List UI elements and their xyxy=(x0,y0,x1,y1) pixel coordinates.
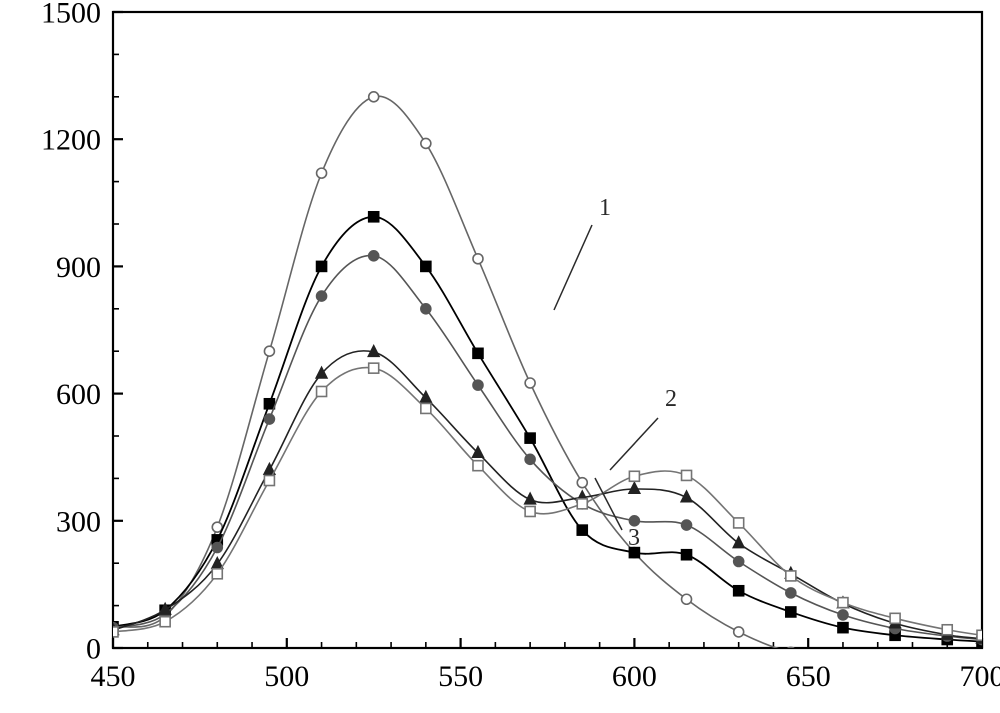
x-tick-label: 700 xyxy=(960,660,1000,693)
marker-square-open xyxy=(421,403,431,413)
marker-circle xyxy=(317,291,327,301)
y-tick-label: 0 xyxy=(86,633,101,666)
annotation-label-annot-3: 3 xyxy=(628,525,640,551)
chart-svg: 450500550600650700030060090012001500123 xyxy=(0,0,1000,713)
marker-square-open xyxy=(473,461,483,471)
marker-circle xyxy=(838,610,848,620)
marker-square xyxy=(682,550,692,560)
marker-square xyxy=(577,525,587,535)
marker-circle-open xyxy=(577,478,587,488)
x-tick-label: 600 xyxy=(612,660,657,693)
marker-square-open xyxy=(369,363,379,373)
marker-square xyxy=(264,399,274,409)
marker-square xyxy=(421,261,431,271)
marker-circle xyxy=(734,557,744,567)
y-tick-label: 900 xyxy=(56,251,101,284)
marker-square xyxy=(473,348,483,358)
marker-circle-open xyxy=(473,254,483,264)
marker-square xyxy=(525,433,535,443)
marker-circle-open xyxy=(369,92,379,102)
marker-square-open xyxy=(734,518,744,528)
y-tick-label: 1500 xyxy=(41,0,101,30)
marker-circle xyxy=(264,414,274,424)
annotation-label-annot-2: 2 xyxy=(665,386,677,412)
marker-circle xyxy=(421,304,431,314)
marker-square-open xyxy=(786,571,796,581)
marker-square xyxy=(317,261,327,271)
marker-square xyxy=(369,212,379,222)
annotation-label-annot-1: 1 xyxy=(599,195,611,221)
marker-square-open xyxy=(212,569,222,579)
marker-square xyxy=(838,623,848,633)
marker-circle-open xyxy=(264,346,274,356)
marker-square xyxy=(786,607,796,617)
y-tick-label: 300 xyxy=(56,505,101,538)
marker-circle xyxy=(473,380,483,390)
marker-square-open xyxy=(525,506,535,516)
marker-circle-open xyxy=(421,138,431,148)
spectrum-chart: 450500550600650700030060090012001500123 xyxy=(0,0,1000,713)
marker-circle-open xyxy=(734,627,744,637)
marker-square-open xyxy=(160,617,170,627)
marker-square-open xyxy=(317,386,327,396)
y-tick-label: 600 xyxy=(56,378,101,411)
marker-circle-open xyxy=(317,168,327,178)
x-tick-label: 550 xyxy=(438,660,483,693)
marker-circle xyxy=(369,251,379,261)
marker-circle xyxy=(212,543,222,553)
marker-square-open xyxy=(838,598,848,608)
marker-square xyxy=(734,586,744,596)
marker-circle xyxy=(525,454,535,464)
marker-square-open xyxy=(682,470,692,480)
x-tick-label: 650 xyxy=(786,660,831,693)
marker-circle-open xyxy=(525,378,535,388)
marker-square-open xyxy=(577,499,587,509)
marker-square-open xyxy=(942,625,952,635)
x-tick-label: 500 xyxy=(264,660,309,693)
marker-circle xyxy=(682,520,692,530)
marker-square-open xyxy=(264,476,274,486)
marker-circle xyxy=(786,588,796,598)
y-tick-label: 1200 xyxy=(41,124,101,157)
marker-square-open xyxy=(890,613,900,623)
marker-circle-open xyxy=(682,594,692,604)
marker-square-open xyxy=(629,471,639,481)
